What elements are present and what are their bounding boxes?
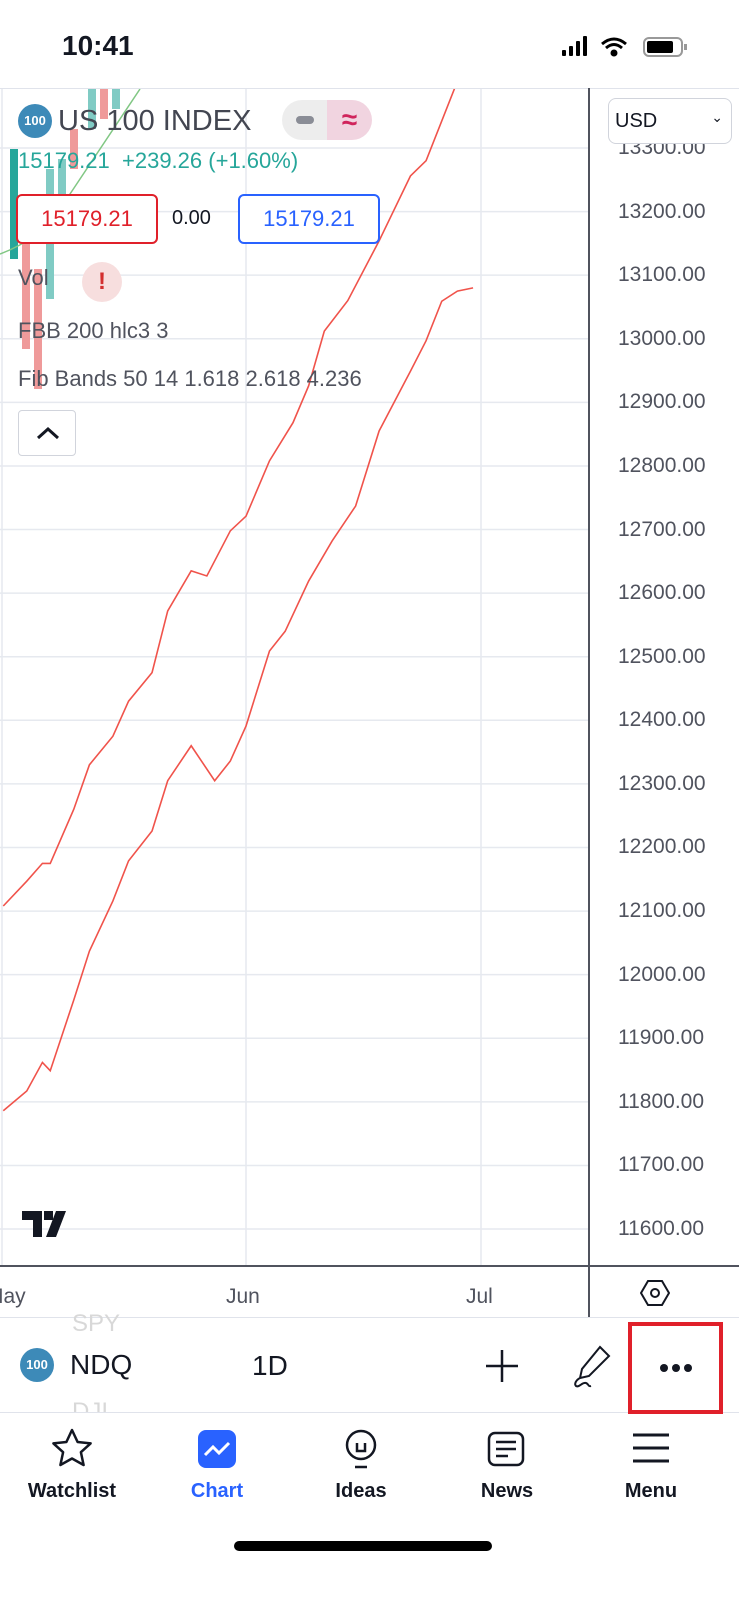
symbol-badge: 100 xyxy=(20,1348,54,1382)
tab-label: Ideas xyxy=(335,1480,387,1502)
y-tick: 13200.00 xyxy=(618,199,706,223)
currency-select[interactable]: USD ⌄ xyxy=(608,98,732,144)
y-tick: 13000.00 xyxy=(618,326,706,350)
prev-symbol[interactable]: SPY xyxy=(72,1310,121,1337)
y-tick: 12600.00 xyxy=(618,581,706,605)
candle xyxy=(100,89,108,119)
y-tick: 12700.00 xyxy=(618,517,706,541)
indicator-fib-bands[interactable]: Fib Bands 50 14 1.618 2.618 4.236 xyxy=(18,366,362,391)
x-tick: May xyxy=(0,1285,26,1308)
chart-style-toggle[interactable]: ≈ xyxy=(282,100,372,140)
y-tick: 12500.00 xyxy=(618,644,706,668)
collapse-legend-button[interactable] xyxy=(18,410,76,456)
tab-ideas[interactable]: Ideas xyxy=(291,1427,431,1503)
y-tick: 11700.00 xyxy=(618,1153,705,1177)
home-indicator xyxy=(234,1541,492,1551)
change-percent: (+1.60%) xyxy=(208,148,299,173)
candle xyxy=(112,89,120,109)
symbol-badge: 100 xyxy=(18,104,52,138)
indicator-vol[interactable]: Vol xyxy=(18,265,49,290)
chart-icon xyxy=(198,1430,236,1468)
candle xyxy=(34,269,42,389)
minus-icon[interactable] xyxy=(282,100,327,140)
symbol-picker[interactable]: 100 NDQ xyxy=(20,1348,132,1382)
y-tick: 13100.00 xyxy=(618,263,706,287)
tab-bar: Watchlist Chart Ideas News Menu xyxy=(0,1413,739,1513)
spread: 0.00 xyxy=(172,207,211,229)
fib-band-line-1 xyxy=(2,89,456,907)
y-tick: 11600.00 xyxy=(618,1217,705,1241)
hamburger-icon xyxy=(633,1433,669,1463)
more-options-button[interactable] xyxy=(628,1322,723,1414)
candle xyxy=(10,149,18,259)
chart-area[interactable]: 13300.00 13200.00 13100.00 13000.00 12900.00… xyxy=(0,88,739,1266)
price-axis-border xyxy=(588,88,590,1318)
warning-icon[interactable]: ! xyxy=(82,262,122,302)
y-tick: 12200.00 xyxy=(618,835,706,859)
candle xyxy=(88,89,96,129)
sell-button[interactable]: 15179.21 xyxy=(16,194,158,244)
tab-chart[interactable]: Chart xyxy=(147,1427,287,1503)
chevron-up-icon xyxy=(36,426,60,440)
currency-value: USD xyxy=(615,110,658,132)
symbol-name[interactable]: US 100 INDEX xyxy=(58,104,252,137)
fib-band-line-2 xyxy=(2,287,474,1112)
newspaper-icon xyxy=(487,1431,525,1467)
tab-news[interactable]: News xyxy=(437,1427,577,1503)
tradingview-logo xyxy=(22,1211,66,1237)
tab-label: Menu xyxy=(624,1480,678,1502)
battery-icon xyxy=(643,37,687,57)
candle xyxy=(70,129,78,169)
time-axis[interactable]: May Jun Jul xyxy=(0,1265,739,1318)
y-tick: 12900.00 xyxy=(618,390,706,414)
y-tick: 11900.00 xyxy=(618,1026,705,1050)
drawing-pen-icon[interactable] xyxy=(570,1344,614,1388)
buy-button[interactable]: 15179.21 xyxy=(238,194,380,244)
last-price: 15179.21 xyxy=(18,148,110,173)
x-tick: Jun xyxy=(226,1285,260,1308)
y-tick: 12300.00 xyxy=(618,771,706,795)
tab-label: Watchlist xyxy=(27,1480,117,1502)
y-tick: 12400.00 xyxy=(618,708,706,732)
y-tick: 12800.00 xyxy=(618,453,706,477)
more-dots-icon xyxy=(660,1364,692,1372)
candle xyxy=(22,219,30,349)
symbol-header[interactable]: 100 US 100 INDEX xyxy=(18,104,251,138)
wifi-icon xyxy=(601,37,627,57)
price-change: 15179.21 +239.26 (+1.60%) xyxy=(18,148,298,174)
symbol-ticker: NDQ xyxy=(70,1349,133,1380)
settings-hexagon-icon[interactable] xyxy=(640,1279,670,1307)
status-bar: 10:41 xyxy=(0,0,739,88)
change-value: +239.26 xyxy=(122,148,203,173)
interval-button[interactable]: 1D xyxy=(252,1350,288,1381)
x-tick: Jul xyxy=(466,1285,493,1308)
next-symbol[interactable]: DJI xyxy=(72,1398,108,1412)
tab-label: Chart xyxy=(190,1480,244,1502)
y-tick: 11800.00 xyxy=(618,1089,705,1113)
signal-icon xyxy=(562,36,587,56)
y-tick: 12100.00 xyxy=(618,899,706,923)
tab-watchlist[interactable]: Watchlist xyxy=(2,1427,142,1503)
lightbulb-icon xyxy=(345,1429,377,1469)
tab-menu[interactable]: Menu xyxy=(581,1427,721,1503)
tab-label: News xyxy=(480,1480,534,1502)
clock: 10:41 xyxy=(62,30,134,61)
plus-icon[interactable] xyxy=(484,1348,520,1384)
status-icons xyxy=(562,36,687,57)
bottom-toolbar: SPY DJI 100 NDQ 1D xyxy=(0,1310,739,1414)
chevron-down-icon: ⌄ xyxy=(711,109,723,125)
approx-icon[interactable]: ≈ xyxy=(327,100,372,140)
indicator-fbb[interactable]: FBB 200 hlc3 3 xyxy=(18,318,169,343)
chart-plot[interactable] xyxy=(0,89,739,1266)
star-icon xyxy=(52,1428,92,1467)
y-tick: 12000.00 xyxy=(618,962,706,986)
